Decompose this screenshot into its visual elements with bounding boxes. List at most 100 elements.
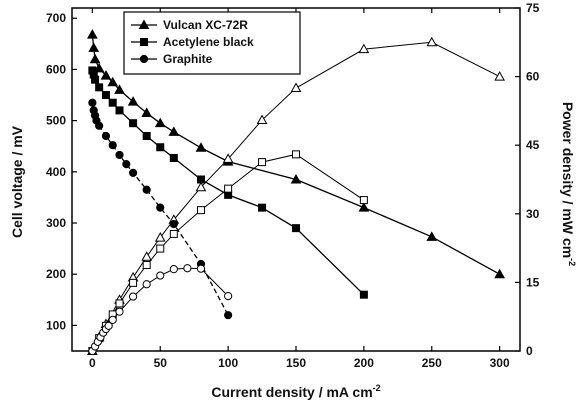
y-right-tick-label: 75 — [526, 1, 540, 15]
voltage-point — [156, 143, 165, 152]
power-point — [292, 150, 300, 159]
voltage-point — [292, 224, 300, 233]
power-line — [91, 153, 365, 352]
voltage-point — [169, 219, 178, 229]
power-point — [196, 264, 206, 273]
power-point — [183, 264, 192, 273]
y-right-tick-label: 60 — [526, 70, 540, 84]
power-point — [129, 278, 138, 287]
voltage-point — [108, 141, 117, 150]
y-axis-left-label: Cell voltage / mV — [9, 125, 25, 238]
voltage-point — [154, 117, 166, 128]
x-tick-label: 50 — [154, 356, 168, 370]
legend-item: Vulcan XC-72R — [131, 18, 248, 32]
power-point — [224, 292, 233, 301]
voltage-point — [142, 131, 151, 140]
y-left-tick-label: 300 — [46, 216, 66, 230]
voltage-point — [107, 76, 119, 87]
voltage-point — [95, 83, 104, 92]
axis-ticks: 0 50 100 150 200 250 300 100 200 300 400 500 600 700 0… — [46, 1, 540, 370]
legend-item: Graphite — [131, 52, 213, 66]
power-point — [290, 82, 302, 93]
series-circle — [88, 98, 233, 356]
voltage-point — [88, 42, 100, 52]
voltage-point — [494, 268, 505, 279]
data-series — [87, 29, 505, 356]
voltage-point — [156, 203, 165, 212]
legend-label: Graphite — [163, 52, 213, 66]
power-point — [224, 184, 233, 193]
voltage-point — [224, 311, 233, 320]
power-point — [256, 114, 268, 125]
x-tick-label: 150 — [286, 356, 306, 370]
voltage-point — [127, 96, 139, 106]
legend-marker — [138, 19, 150, 29]
x-tick-label: 100 — [218, 356, 238, 370]
voltage-point — [141, 107, 153, 117]
power-point — [258, 158, 267, 167]
power-point — [359, 196, 368, 205]
power-point — [115, 307, 124, 316]
x-tick-label: 300 — [490, 356, 510, 370]
voltage-point — [129, 119, 138, 128]
power-point — [156, 271, 165, 280]
voltage-point — [122, 160, 131, 169]
x-tick-label: 0 — [89, 356, 96, 370]
x-tick-label: 200 — [354, 356, 374, 370]
voltage-point — [115, 150, 124, 160]
power-point — [108, 315, 117, 325]
power-point — [115, 299, 124, 308]
voltage-point — [93, 62, 105, 73]
power-point — [156, 244, 165, 253]
x-axis-label: Current density / mA cm-2 — [211, 383, 380, 400]
voltage-point — [101, 131, 111, 141]
power-point — [104, 321, 113, 330]
power-line — [91, 267, 229, 352]
power-point — [169, 229, 178, 238]
voltage-point — [91, 75, 100, 84]
y-left-tick-label: 600 — [46, 62, 66, 76]
y-right-tick-label: 0 — [526, 344, 533, 358]
y-left-tick-label: 200 — [46, 267, 66, 281]
voltage-point — [89, 53, 101, 64]
power-point — [142, 280, 151, 289]
voltage-point — [115, 106, 124, 115]
voltage-point — [358, 202, 370, 212]
legend-label: Acetylene black — [163, 35, 254, 49]
legend-marker — [140, 38, 148, 46]
power-point — [358, 43, 370, 54]
legend: Vulcan XC-72R Acetylene black Graphite — [123, 11, 301, 75]
voltage-point — [95, 121, 104, 130]
y-left-tick-label: 500 — [46, 114, 66, 128]
power-point — [426, 36, 438, 47]
voltage-point — [195, 142, 207, 152]
power-point — [196, 206, 205, 215]
legend-item: Acetylene black — [131, 35, 254, 49]
voltage-point — [100, 70, 112, 80]
legend-marker — [139, 54, 149, 64]
y-right-tick-label: 30 — [526, 207, 540, 221]
voltage-point — [359, 290, 368, 299]
power-point — [195, 181, 207, 192]
voltage-point — [88, 98, 97, 107]
y-right-tick-label: 15 — [526, 275, 540, 289]
series-square — [88, 66, 368, 355]
voltage-point — [290, 173, 302, 184]
power-point — [494, 71, 505, 81]
voltage-point — [128, 168, 138, 177]
voltage-point — [196, 175, 205, 184]
power-point — [154, 232, 166, 242]
legend-box — [123, 11, 301, 75]
y-left-tick-label: 400 — [46, 165, 66, 179]
y-right-tick-label: 45 — [526, 138, 540, 152]
voltage-point — [142, 185, 151, 194]
power-point — [169, 265, 178, 274]
power-point — [128, 292, 138, 301]
y-left-tick-label: 100 — [46, 318, 66, 332]
voltage-point — [169, 153, 178, 162]
voltage-point — [108, 98, 117, 107]
voltage-point — [87, 29, 98, 39]
voltage-point — [426, 231, 438, 241]
voltage-point — [168, 126, 180, 136]
